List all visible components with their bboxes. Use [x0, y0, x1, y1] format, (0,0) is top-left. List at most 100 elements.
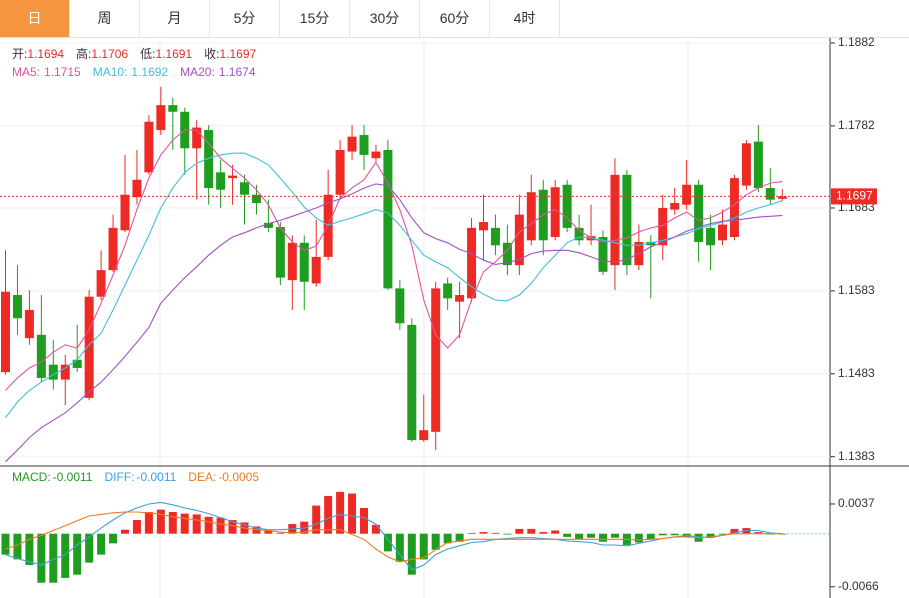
candle-body — [275, 227, 285, 278]
macd-line — [5, 511, 783, 563]
ma-line — [5, 129, 783, 391]
candle-body — [216, 172, 226, 190]
candle-body — [60, 364, 70, 380]
candle-body — [610, 174, 620, 266]
macd-bar — [121, 529, 129, 534]
candle-body — [753, 141, 763, 189]
macd-bar — [49, 533, 58, 583]
tab[interactable]: 4时 — [490, 0, 560, 37]
legend-name: 高: — [76, 46, 91, 61]
legend-name: DIFF: — [104, 470, 134, 484]
candle-body — [335, 149, 345, 195]
tab[interactable]: 60分 — [420, 0, 490, 37]
macd-bar — [348, 493, 357, 534]
macd-bar — [25, 533, 34, 566]
candle-body — [108, 227, 118, 271]
candle-body — [263, 222, 273, 228]
legend-value: -0.0005 — [218, 470, 259, 484]
legend-value: 1.1697 — [219, 47, 256, 61]
macd-bar — [563, 533, 572, 537]
legend-value: -0.0011 — [53, 470, 93, 484]
macd-bar — [395, 533, 404, 562]
legend: 开:1.1694 高:1.1706 低:1.1691 收:1.1697 — [12, 46, 257, 61]
legend-name: MACD: — [12, 470, 51, 484]
macd-bar — [455, 533, 464, 542]
candle-body — [395, 288, 405, 324]
candle-body — [240, 182, 249, 195]
candle-body — [526, 192, 536, 241]
macd-bar — [204, 516, 213, 534]
candle-body — [562, 184, 572, 228]
candle-body — [455, 295, 465, 302]
macd-bar — [312, 505, 321, 534]
legend-name: MA5: — [12, 65, 40, 79]
candle-body — [574, 227, 584, 241]
candle-body — [228, 175, 238, 179]
candle-body — [514, 214, 524, 266]
tab[interactable]: 30分 — [350, 0, 420, 37]
ma-line — [5, 183, 783, 463]
candle-body — [777, 196, 787, 199]
macd-bar — [144, 512, 153, 534]
candle-body — [371, 151, 381, 159]
macd-bar — [228, 520, 237, 534]
candle-body — [144, 121, 154, 173]
macd-bar — [575, 533, 584, 540]
macd-bar — [646, 533, 655, 540]
macd-line — [5, 501, 783, 571]
macd-bar — [360, 507, 368, 534]
candle-body — [96, 270, 106, 297]
candle-body — [431, 288, 441, 432]
macd-bar — [371, 524, 380, 534]
y-tick-label: 1.1583 — [838, 283, 875, 297]
tab[interactable]: 5分 — [210, 0, 280, 37]
macd-bar — [551, 530, 560, 534]
macd-bar — [491, 532, 500, 534]
candle-body — [347, 136, 357, 152]
y-tick-label: 1.1782 — [838, 118, 875, 132]
candle-body — [156, 105, 166, 131]
candle-body — [48, 364, 58, 380]
legend-value: 1.1691 — [155, 47, 192, 61]
candle-body — [311, 256, 321, 284]
candle-body — [694, 184, 704, 242]
legend-value: 1.1674 — [219, 65, 256, 79]
macd-bar — [599, 533, 607, 542]
tab[interactable]: 日 — [0, 0, 70, 37]
candle-body — [287, 242, 297, 281]
macd-bar — [276, 532, 285, 534]
legend-value: 1.1694 — [27, 47, 64, 61]
tab[interactable]: 周 — [70, 0, 140, 37]
candle-body — [383, 149, 393, 289]
candle-body — [72, 359, 82, 368]
candle-body — [502, 242, 512, 266]
macd-bar — [527, 528, 536, 534]
macd-bar — [336, 491, 345, 534]
candle-body — [24, 309, 34, 339]
tab[interactable]: 月 — [140, 0, 210, 37]
macd-bar — [634, 533, 643, 543]
macd-bar — [216, 517, 225, 534]
macd-bar — [97, 533, 106, 555]
tab[interactable]: 15分 — [280, 0, 350, 37]
macd-bar — [467, 532, 476, 534]
legend-value: -0.0011 — [136, 470, 176, 484]
macd-bar — [324, 495, 333, 534]
y-tick-label: -0.0066 — [838, 579, 879, 593]
candle-body — [192, 127, 202, 149]
candle-body — [359, 135, 369, 155]
candle-body — [12, 295, 22, 319]
candle-body — [1, 291, 10, 373]
legend-name: MA10: — [93, 65, 128, 79]
macd-bar — [670, 533, 679, 536]
ma-line — [5, 152, 783, 419]
candle-body — [658, 207, 668, 246]
candle-body — [443, 283, 453, 299]
macd-bar — [610, 533, 619, 538]
candle-body — [299, 242, 309, 282]
macd-bar — [658, 533, 667, 536]
y-tick-label: 0.0037 — [838, 496, 875, 510]
y-tick-label: 1.1383 — [838, 449, 875, 463]
candle-body — [682, 184, 692, 205]
